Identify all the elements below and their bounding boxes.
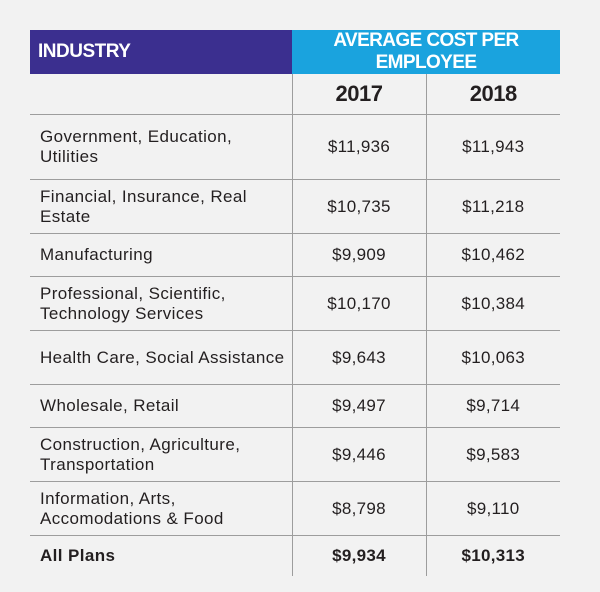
industry-cell: Information, Arts, Accomodations & Food — [30, 481, 292, 536]
total-2018-cell: $10,313 — [425, 535, 560, 576]
value-2017-cell: $9,909 — [291, 233, 426, 277]
value-2017-cell: $10,735 — [291, 179, 426, 234]
value-2017-cell: $8,798 — [291, 481, 426, 536]
value-2017-cell: $9,643 — [291, 330, 426, 385]
value-2018-cell: $11,218 — [425, 179, 560, 234]
table-row: Professional, Scientific, Technology Ser… — [30, 276, 560, 331]
year-header-2017: 2017 — [291, 74, 426, 115]
value-2018-cell: $9,110 — [425, 481, 560, 536]
value-2018-cell: $10,462 — [425, 233, 560, 277]
industry-cell: Construction, Agriculture, Transportatio… — [30, 427, 292, 482]
cost-per-employee-table: INDUSTRY AVERAGE COST PER EMPLOYEE 2017 … — [30, 30, 560, 576]
table-row: Information, Arts, Accomodations & Food $… — [30, 481, 560, 536]
value-2018-cell: $10,384 — [425, 276, 560, 331]
year-header-spacer — [30, 74, 292, 115]
value-2018-cell: $11,943 — [425, 114, 560, 180]
industry-cell: Professional, Scientific, Technology Ser… — [30, 276, 292, 331]
year-header-2018: 2018 — [425, 74, 560, 115]
industry-cell: Health Care, Social Assistance — [30, 330, 292, 385]
table-row: Financial, Insurance, Real Estate $10,735… — [30, 179, 560, 234]
table-row: Manufacturing $9,909 $10,462 — [30, 233, 560, 277]
value-2018-cell: $10,063 — [425, 330, 560, 385]
industry-cell: Wholesale, Retail — [30, 384, 292, 428]
table-row: Wholesale, Retail $9,497 $9,714 — [30, 384, 560, 428]
industry-cell: Financial, Insurance, Real Estate — [30, 179, 292, 234]
table-row: Construction, Agriculture, Transportatio… — [30, 427, 560, 482]
average-cost-header: AVERAGE COST PER EMPLOYEE — [292, 30, 560, 74]
value-2017-cell: $10,170 — [291, 276, 426, 331]
industry-cell: Manufacturing — [30, 233, 292, 277]
value-2017-cell: $11,936 — [291, 114, 426, 180]
industry-header: INDUSTRY — [30, 30, 292, 74]
value-2018-cell: $9,714 — [425, 384, 560, 428]
industry-cell: Government, Education, Utilities — [30, 114, 292, 180]
table-row: Government, Education, Utilities $11,936 $… — [30, 114, 560, 180]
table-row: Health Care, Social Assistance $9,643 $10,… — [30, 330, 560, 385]
value-2017-cell: $9,446 — [291, 427, 426, 482]
total-label-cell: All Plans — [40, 546, 116, 565]
total-row: All Plans $9,934 $10,313 — [30, 535, 560, 576]
total-2017-cell: $9,934 — [291, 535, 426, 576]
value-2018-cell: $9,583 — [425, 427, 560, 482]
value-2017-cell: $9,497 — [291, 384, 426, 428]
